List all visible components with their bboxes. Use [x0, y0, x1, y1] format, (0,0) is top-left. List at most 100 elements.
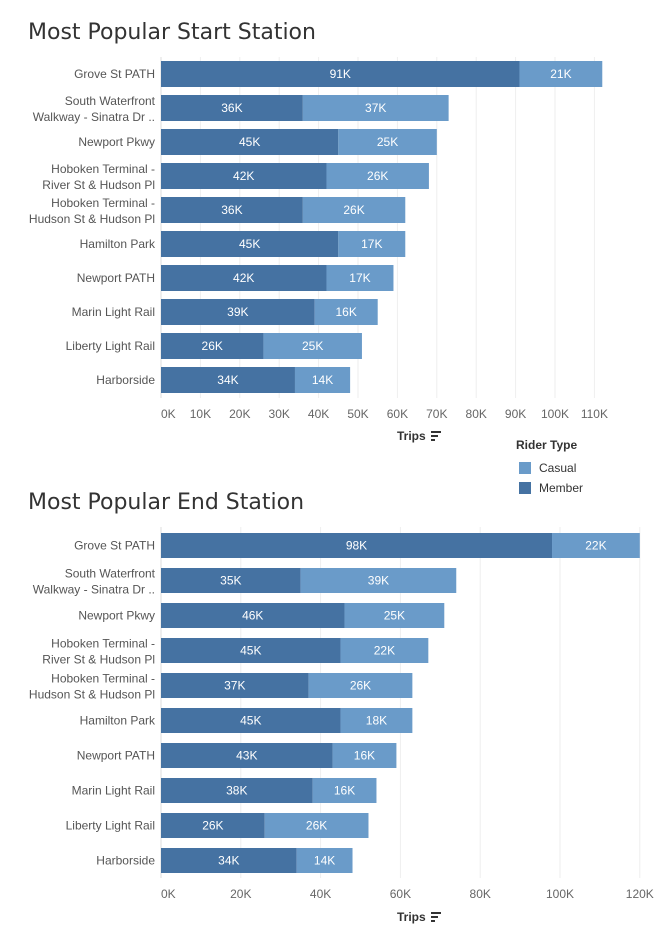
member-data-label: 43K [236, 749, 257, 763]
legend: Rider Type Casual Member [516, 438, 583, 498]
x-tick-label: 30K [269, 407, 290, 421]
category-label: Liberty Light Rail [66, 819, 155, 833]
casual-data-label: 14K [312, 373, 333, 387]
casual-bar [326, 163, 429, 189]
member-data-label: 42K [233, 271, 254, 285]
member-bar [161, 367, 295, 393]
x-tick-label: 0K [161, 887, 176, 901]
casual-bar [314, 299, 378, 325]
category-label: Newport PATH [77, 749, 155, 763]
casual-bar [296, 848, 353, 873]
x-tick-label: 60K [387, 407, 408, 421]
x-tick-label: 60K [390, 887, 411, 901]
casual-bar [302, 197, 406, 223]
x-tick-label: 70K [426, 407, 447, 421]
x-tick-label: 80K [466, 407, 487, 421]
member-data-label: 42K [233, 169, 254, 183]
x-axis-title[interactable]: Trips [397, 429, 443, 444]
casual-data-label: 18K [366, 714, 387, 728]
casual-data-label: 17K [349, 271, 370, 285]
sort-icon[interactable] [430, 430, 443, 444]
legend-item-casual[interactable]: Casual [516, 458, 583, 478]
casual-bar [344, 603, 445, 628]
start-station-chart: Most Popular Start Station 0K 10K 20K 30K 40… [0, 0, 672, 470]
end-station-plot: 0K 20K 40K 60K 80K 100K 120K Grove St PATH 98K 22… [29, 527, 654, 901]
x-tick-label: 100K [546, 887, 574, 901]
member-data-label: 35K [220, 574, 241, 588]
member-data-label: 34K [217, 373, 238, 387]
member-bar [161, 129, 339, 155]
category-label-line: South Waterfront [65, 567, 156, 581]
member-bar [161, 163, 327, 189]
member-bar [161, 848, 297, 873]
plot-area: 0K 10K 20K 30K 40K 50K 60K 70K 80K 90K 100K 110K Gro… [29, 57, 608, 421]
member-data-label: 98K [346, 539, 367, 553]
casual-data-label: 37K [365, 101, 386, 115]
casual-data-label: 39K [368, 574, 389, 588]
casual-bar [294, 367, 351, 393]
legend-swatch-casual [519, 462, 531, 474]
category-label: Newport Pkwy [78, 135, 155, 149]
category-label: Marin Light Rail [72, 784, 155, 798]
casual-bar [552, 533, 640, 558]
category-label-line: Walkway - Sinatra Dr .. [33, 110, 155, 124]
category-label-line: South Waterfront [65, 94, 156, 108]
chart-title: Most Popular Start Station [28, 20, 316, 45]
member-bar [161, 673, 309, 698]
member-data-label: 36K [221, 101, 242, 115]
member-bar [161, 743, 333, 768]
member-data-label: 91K [330, 67, 351, 81]
category-label: South Waterfront Walkway - Sinatra Dr .. [33, 567, 156, 597]
member-data-label: 45K [239, 237, 260, 251]
member-bar [161, 778, 313, 803]
x-tick-label: 20K [229, 407, 250, 421]
member-bar [161, 265, 327, 291]
member-data-label: 45K [239, 135, 260, 149]
x-axis-label: Trips [397, 429, 426, 443]
casual-bar [338, 231, 406, 257]
legend-swatch-member [519, 482, 531, 494]
legend-item-member[interactable]: Member [516, 478, 583, 498]
category-label-line: Hoboken Terminal - [51, 162, 155, 176]
x-tick-label: 100K [541, 407, 569, 421]
member-data-label: 45K [240, 644, 261, 658]
member-data-label: 37K [224, 679, 245, 693]
end-station-chart: Most Popular End Station 0K 20K 40K 60K 80K 1… [0, 470, 672, 942]
member-data-label: 39K [227, 305, 248, 319]
category-label: Hoboken Terminal - River St & Hudson Pl [42, 637, 155, 667]
casual-bar [340, 708, 413, 733]
x-axis-title[interactable]: Trips [397, 910, 443, 925]
category-label: South Waterfront Walkway - Sinatra Dr .. [33, 94, 156, 124]
member-bar [161, 568, 301, 593]
legend-title: Rider Type [516, 438, 578, 452]
member-data-label: 46K [242, 609, 263, 623]
x-tick-label: 10K [190, 407, 211, 421]
casual-data-label: 14K [314, 854, 335, 868]
casual-data-label: 26K [306, 819, 327, 833]
x-tick-label: 90K [505, 407, 526, 421]
category-label-line: Hoboken Terminal - [51, 196, 155, 210]
member-bar [161, 299, 315, 325]
member-data-label: 26K [202, 339, 223, 353]
casual-bar [264, 813, 369, 838]
category-label: Newport PATH [77, 271, 155, 285]
casual-data-label: 25K [377, 135, 398, 149]
member-bar [161, 95, 303, 121]
category-label: Harborside [96, 373, 155, 387]
member-data-label: 34K [218, 854, 239, 868]
member-bar [161, 708, 341, 733]
casual-bar [338, 129, 437, 155]
member-data-label: 26K [202, 819, 223, 833]
category-label: Hamilton Park [80, 714, 156, 728]
sort-icon[interactable] [430, 911, 443, 925]
x-tick-label: 40K [308, 407, 329, 421]
casual-data-label: 17K [361, 237, 382, 251]
member-data-label: 38K [226, 784, 247, 798]
member-bar [161, 61, 520, 87]
category-label: Hamilton Park [80, 237, 156, 251]
category-label-line: Walkway - Sinatra Dr .. [33, 583, 155, 597]
legend-label-casual: Casual [539, 461, 577, 475]
member-bar [161, 533, 553, 558]
casual-bar [300, 568, 457, 593]
category-label: Grove St PATH [74, 67, 155, 81]
